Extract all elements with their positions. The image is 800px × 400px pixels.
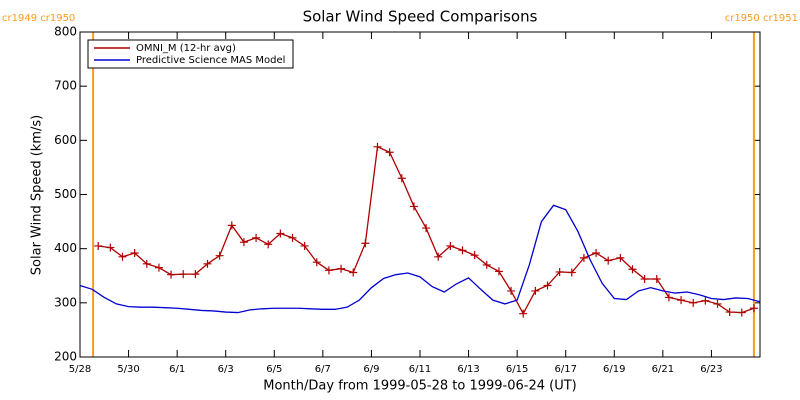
- point-marker: [616, 253, 625, 262]
- point-marker: [130, 249, 139, 257]
- x-tick-label: 6/17: [554, 364, 576, 375]
- point-marker: [324, 266, 333, 275]
- point-marker: [142, 259, 151, 268]
- point-marker: [713, 299, 722, 308]
- point-marker: [555, 267, 564, 276]
- point-marker: [737, 308, 746, 317]
- point-marker: [689, 298, 698, 307]
- point-marker: [543, 281, 552, 290]
- point-marker: [203, 259, 212, 268]
- point-marker: [276, 229, 285, 238]
- x-tick-label: 6/23: [700, 364, 722, 375]
- point-marker: [677, 296, 686, 305]
- y-axis-label: Solar Wind Speed (km/s): [30, 115, 45, 275]
- x-tick-label: 6/13: [457, 364, 479, 375]
- point-marker: [373, 142, 382, 151]
- point-marker: [94, 241, 103, 250]
- point-marker: [397, 174, 406, 183]
- y-tick-label: 400: [54, 241, 77, 255]
- y-tick-label: 500: [54, 187, 77, 201]
- point-marker: [154, 263, 163, 272]
- y-tick-label: 200: [54, 350, 77, 364]
- x-tick-label: 6/3: [218, 364, 234, 375]
- legend-box: [87, 39, 294, 69]
- point-marker: [640, 275, 649, 283]
- point-marker: [628, 265, 637, 274]
- point-marker: [652, 275, 661, 283]
- point-marker: [422, 224, 431, 233]
- point-marker: [252, 233, 261, 242]
- point-marker: [567, 268, 576, 277]
- y-tick-label: 600: [54, 133, 77, 147]
- point-marker: [106, 243, 115, 252]
- y-tick-label: 700: [54, 79, 77, 93]
- point-marker: [300, 241, 309, 250]
- point-marker: [337, 264, 346, 273]
- point-marker: [531, 286, 540, 295]
- x-tick-label: 6/9: [363, 364, 379, 375]
- series-line: [79, 204, 761, 314]
- y-tick-label: 300: [54, 295, 77, 309]
- point-marker: [482, 260, 491, 269]
- point-marker: [470, 251, 479, 260]
- point-marker: [701, 296, 710, 305]
- point-marker: [385, 148, 394, 157]
- x-tick-label: 6/15: [506, 364, 528, 375]
- point-marker: [167, 270, 176, 279]
- x-tick-label: 6/19: [603, 364, 625, 375]
- x-tick-label: 5/28: [69, 364, 91, 375]
- point-marker: [312, 258, 321, 267]
- point-marker: [458, 246, 467, 255]
- point-marker: [749, 304, 758, 313]
- point-marker: [215, 251, 224, 260]
- point-marker: [507, 286, 516, 295]
- point-marker: [191, 270, 200, 279]
- y-tick-label: 800: [54, 25, 77, 39]
- point-marker: [725, 308, 734, 317]
- legend-label: OMNI_M (12-hr avg): [136, 43, 236, 54]
- rotation-label: cr1950 cr1951: [725, 13, 798, 24]
- point-marker: [288, 233, 297, 242]
- point-marker: [604, 256, 613, 265]
- point-marker: [227, 221, 236, 230]
- point-marker: [409, 202, 418, 211]
- x-tick-label: 6/11: [409, 364, 431, 375]
- point-marker: [664, 293, 673, 302]
- point-marker: [434, 252, 443, 261]
- legend-label: Predictive Science MAS Model: [136, 55, 285, 66]
- rotation-label: cr1949 cr1950: [2, 13, 75, 24]
- point-marker: [349, 268, 358, 277]
- x-axis-label: Month/Day from 1999-05-28 to 1999-06-24 …: [263, 379, 576, 394]
- x-tick-label: 6/7: [315, 364, 331, 375]
- point-marker: [264, 240, 273, 249]
- x-tick-label: 6/21: [652, 364, 674, 375]
- point-marker: [494, 267, 503, 276]
- point-marker: [361, 239, 370, 248]
- chart-title: Solar Wind Speed Comparisons: [303, 8, 538, 26]
- x-tick-label: 6/1: [169, 364, 185, 375]
- point-marker: [579, 253, 588, 262]
- plot-frame: [79, 31, 761, 358]
- point-marker: [239, 238, 248, 247]
- point-marker: [118, 252, 127, 261]
- x-tick-label: 6/5: [266, 364, 282, 375]
- point-marker: [519, 309, 528, 318]
- point-marker: [179, 270, 188, 279]
- x-tick-label: 5/30: [117, 364, 139, 375]
- point-marker: [592, 249, 601, 257]
- point-marker: [446, 241, 455, 250]
